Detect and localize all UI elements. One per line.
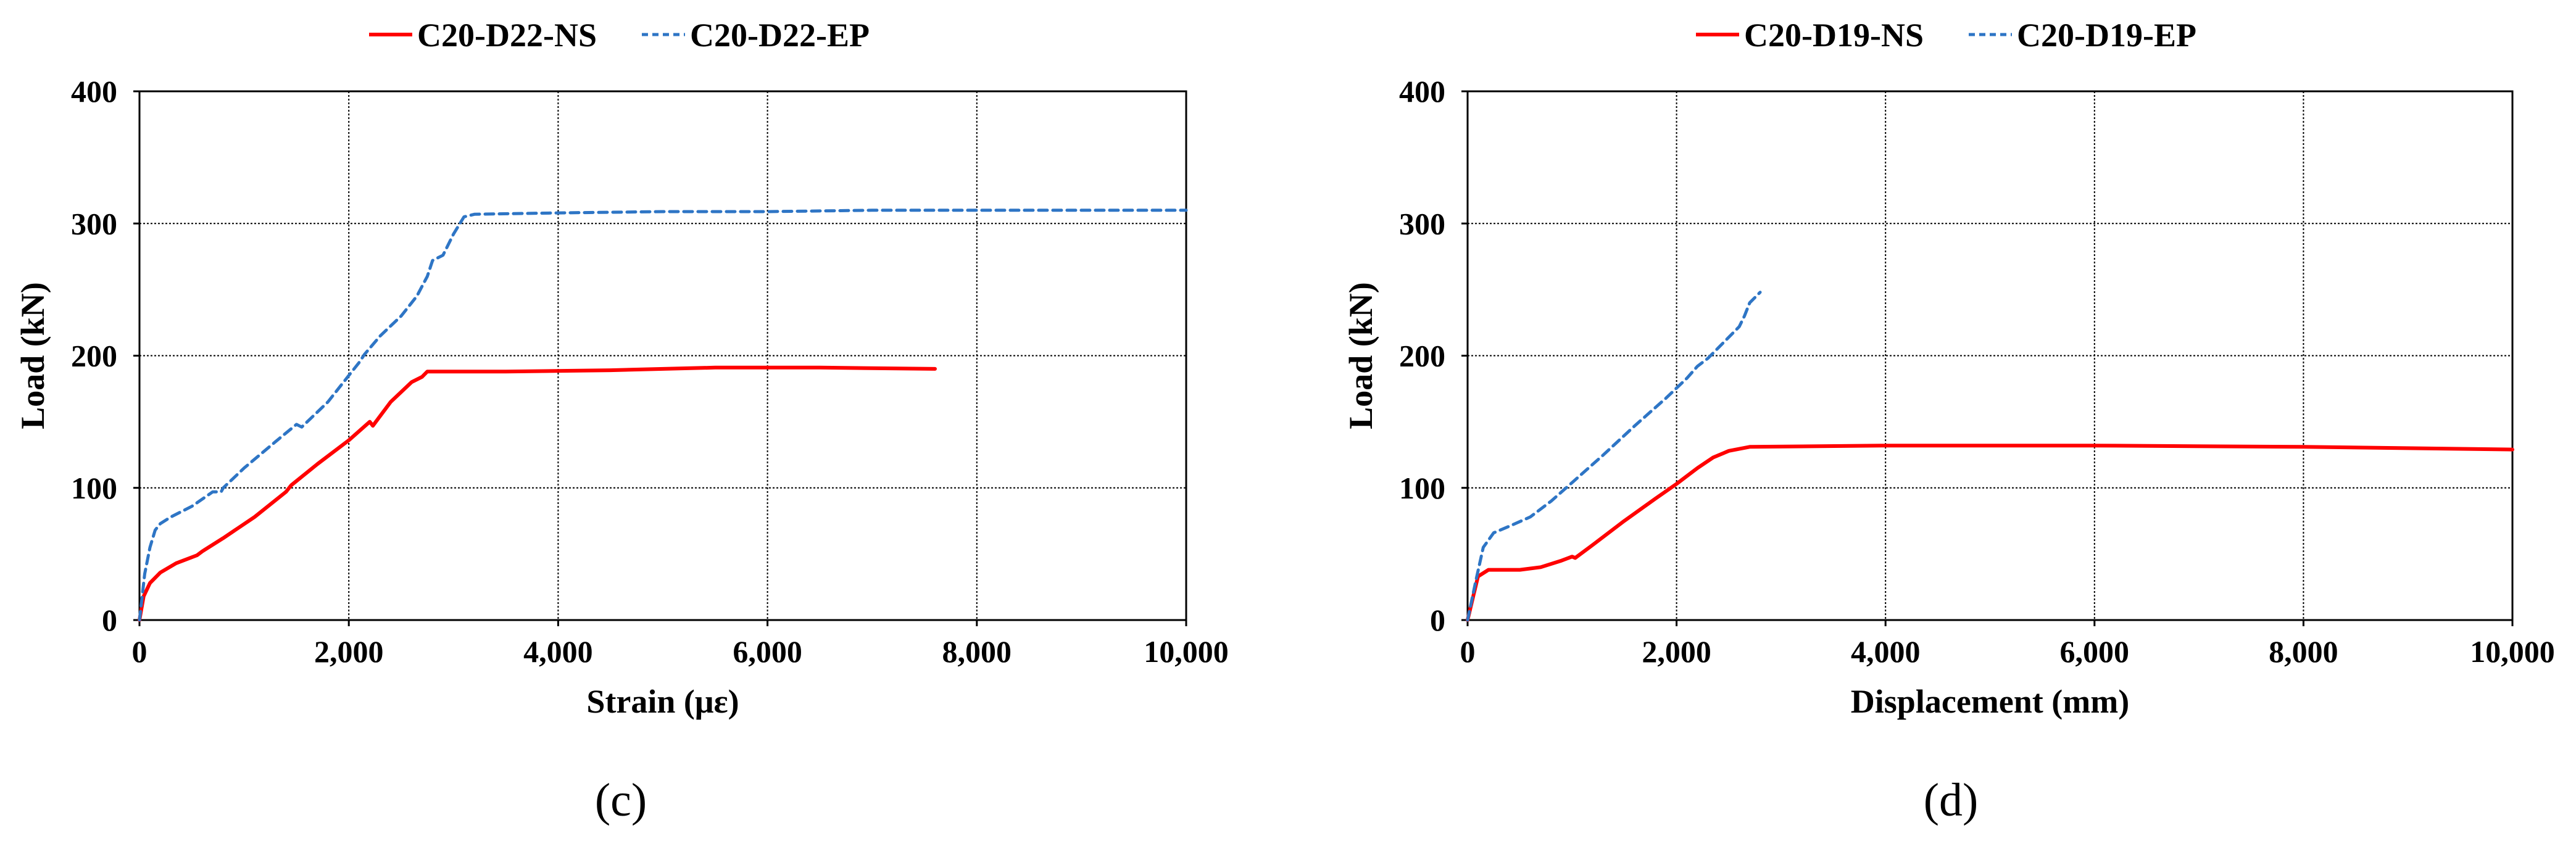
x-tick-label: 6,000 bbox=[733, 634, 802, 669]
x-tick-label: 10,000 bbox=[2470, 634, 2555, 669]
legend-label-c20-d19-ep: C20-D19-EP bbox=[2017, 17, 2196, 54]
x-tick-label: 6,000 bbox=[2060, 634, 2130, 669]
y-axis-label: Load (kN) bbox=[14, 282, 51, 429]
panel-caption: (c) bbox=[595, 774, 647, 826]
y-tick-label: 300 bbox=[71, 206, 117, 241]
x-tick-label: 0 bbox=[1460, 634, 1476, 669]
series-line-c20-d22-ep bbox=[138, 209, 1188, 622]
x-tick-label: 8,000 bbox=[2269, 634, 2338, 669]
x-tick-label: 4,000 bbox=[523, 634, 593, 669]
y-tick-label: 100 bbox=[71, 471, 117, 505]
legend-label-c20-d22-ns: C20-D22-NS bbox=[417, 17, 597, 54]
y-tick-label: 400 bbox=[71, 74, 117, 109]
x-tick-label: 10,000 bbox=[1144, 634, 1229, 669]
y-tick-label: 300 bbox=[1399, 206, 1445, 241]
y-tick-label: 200 bbox=[1399, 339, 1445, 373]
y-tick-label: 100 bbox=[1399, 471, 1445, 505]
x-tick-label: 0 bbox=[132, 634, 147, 669]
y-axis-label: Load (kN) bbox=[1342, 282, 1379, 429]
series-line-c20-d19-ep bbox=[1466, 291, 1762, 622]
chart-panel-c: 0 2,000 4,000 6,000 8,000 10,000 0 100 200 300 400… bbox=[14, 17, 1229, 826]
y-tick-label: 0 bbox=[1430, 603, 1445, 637]
x-tick-label: 2,000 bbox=[314, 634, 384, 669]
y-tick-label: 400 bbox=[1399, 74, 1445, 109]
x-tick-label: 4,000 bbox=[1851, 634, 1921, 669]
panel-caption: (d) bbox=[1924, 774, 1979, 826]
y-tick-label: 0 bbox=[102, 603, 117, 637]
x-axis-label: Strain (με) bbox=[586, 683, 739, 720]
series-line-c20-d22-ns bbox=[138, 365, 937, 622]
series-line-c20-d19-ns bbox=[1466, 444, 2514, 622]
legend-label-c20-d19-ns: C20-D19-NS bbox=[1744, 17, 1924, 54]
x-tick-label: 8,000 bbox=[942, 634, 1012, 669]
legend-label-c20-d22-ep: C20-D22-EP bbox=[690, 17, 870, 54]
y-tick-label: 200 bbox=[71, 339, 117, 373]
x-tick-label: 2,000 bbox=[1642, 634, 1711, 669]
x-axis-label: Displacement (mm) bbox=[1851, 683, 2129, 720]
chart-panel-d: 0 2,000 4,000 6,000 8,000 10,000 0 100 200 300 400… bbox=[1342, 17, 2555, 826]
